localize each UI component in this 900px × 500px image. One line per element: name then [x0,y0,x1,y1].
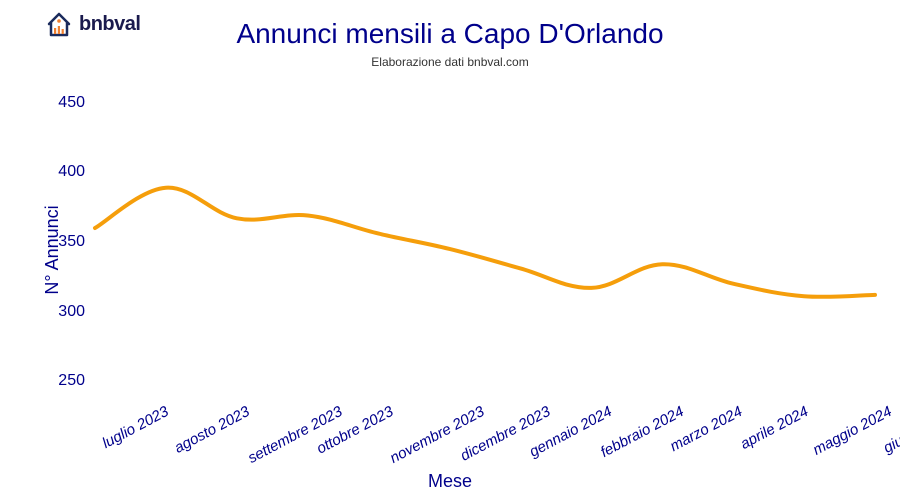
x-axis-title: Mese [428,471,472,492]
brand-logo: bnbval [45,10,140,38]
plot-area: 250300350400450luglio 2023agosto 2023set… [95,75,875,395]
y-tick-label: 450 [58,94,85,112]
y-tick-label: 350 [58,233,85,251]
house-icon [45,10,73,38]
x-tick-label: luglio 2023 [99,403,171,452]
chart-title: Annunci mensili a Capo D'Orlando [236,18,663,50]
x-tick-label: agosto 2023 [172,403,253,457]
y-tick-label: 300 [58,303,85,321]
chart-subtitle: Elaborazione dati bnbval.com [371,55,528,69]
y-tick-label: 400 [58,163,85,181]
chart-svg [95,75,875,395]
x-tick-label: maggio 2024 [810,403,895,459]
data-line [95,188,875,297]
x-tick-label: aprile 2024 [738,403,812,453]
y-tick-label: 250 [58,372,85,390]
brand-name: bnbval [79,13,140,36]
